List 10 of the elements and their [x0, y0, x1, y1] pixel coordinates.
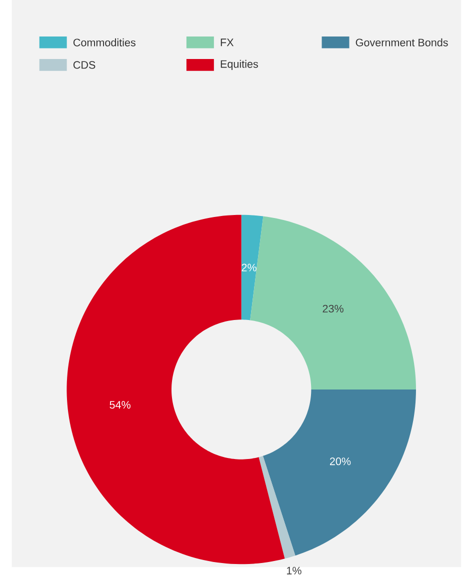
data-label: 54%	[110, 401, 130, 409]
data-label: 23%	[322, 304, 344, 312]
legend-label: CDS	[73, 61, 96, 69]
legend-label: Commodities	[73, 38, 136, 46]
legend-label: FX	[220, 38, 234, 46]
data-label: 20%	[330, 458, 351, 466]
legend-label: Equities	[220, 60, 258, 70]
data-label: 1%	[286, 566, 302, 574]
data-label: 2%	[242, 264, 256, 272]
legend-label: Government Bonds	[356, 38, 448, 46]
